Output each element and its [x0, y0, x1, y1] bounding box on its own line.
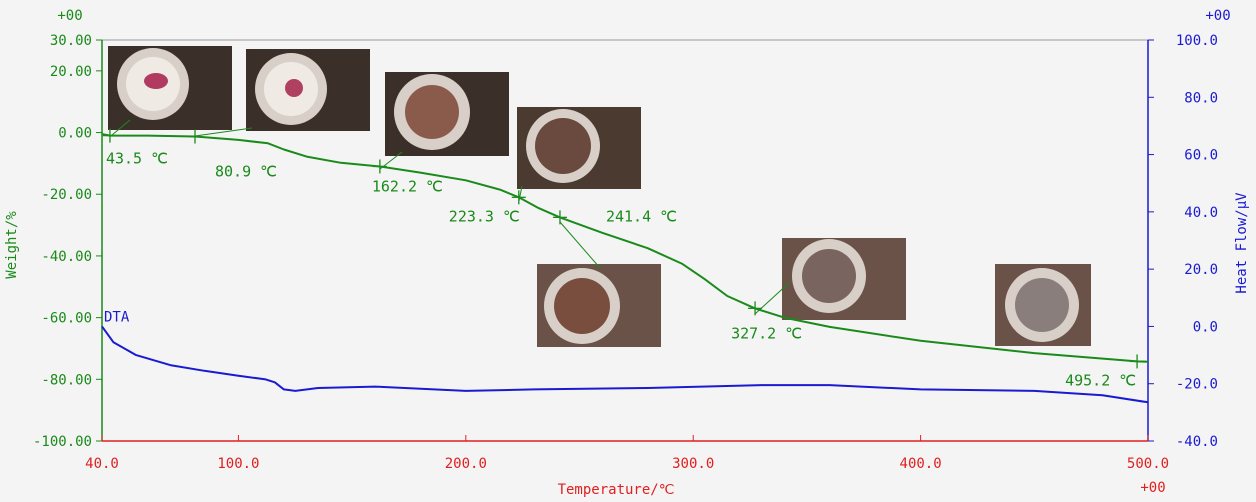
x-tick-label: 100.0: [217, 456, 259, 472]
x-tick-label: 200.0: [445, 456, 487, 472]
x-tick-label: 500.0: [1127, 456, 1169, 472]
right-exponent-label: +00: [1205, 8, 1230, 24]
annotation-label: 241.4 ℃: [606, 207, 677, 225]
y-left-tick-label: -100.00: [33, 434, 92, 450]
y-right-tick-label: 100.0: [1176, 33, 1218, 49]
y-left-tick-label: -80.00: [41, 372, 92, 388]
bottom-exponent-label: +00: [1140, 480, 1165, 496]
tg-series-line: [101, 133, 1149, 363]
y-right-axis-label: Heat Flow/μV: [1234, 192, 1250, 294]
x-axis-label: Temperature/℃: [558, 482, 675, 498]
annotation-label: 43.5 ℃: [106, 150, 168, 168]
y-right-tick-label: -40.0: [1176, 434, 1218, 450]
y-left-tick-label: 20.00: [50, 64, 92, 80]
leader-line: [194, 127, 253, 137]
y-left-tick-label: -60.00: [41, 311, 92, 327]
specimen-photo: [995, 264, 1091, 346]
annotation-label: 495.2 ℃: [1065, 371, 1136, 389]
annotation-label: 223.3 ℃: [449, 207, 520, 225]
x-tick-label: 40.0: [85, 456, 119, 472]
leader-line: [559, 221, 601, 269]
specimen-photo: [246, 49, 370, 131]
y-left-axis-label: Weight/%: [4, 211, 20, 279]
specimen-photo: [517, 107, 641, 189]
leader-line: [111, 119, 131, 136]
x-tick-label: 400.0: [900, 456, 942, 472]
annotation-label: 162.2 ℃: [372, 177, 443, 195]
y-left-tick-label: 30.00: [50, 33, 92, 49]
dta-series-line: [101, 325, 1149, 404]
y-right-tick-label: 60.0: [1184, 148, 1218, 164]
series-name-label: DTA: [104, 309, 130, 325]
annotation-label: 327.2 ℃: [731, 324, 802, 342]
specimen-photo: [537, 264, 661, 347]
y-left-tick-label: -40.00: [41, 249, 92, 265]
y-right-tick-label: 40.0: [1184, 205, 1218, 221]
y-right-tick-label: 0.0: [1193, 319, 1218, 335]
y-left-tick-label: 0.00: [58, 126, 92, 142]
y-right-tick-label: 80.0: [1184, 90, 1218, 106]
y-left-tick-label: -20.00: [41, 187, 92, 203]
specimen-photos: [108, 46, 1091, 347]
specimen-photo: [385, 72, 509, 156]
annotation-label: 80.9 ℃: [215, 163, 277, 181]
specimen-photo: [108, 46, 232, 130]
y-right-tick-label: 20.0: [1184, 262, 1218, 278]
axis-ticks: 40.0 100.0 200.0 300.0 400.0 500.0 30.00 20.00 0…: [33, 33, 1218, 472]
y-right-tick-label: -20.0: [1176, 377, 1218, 393]
specimen-photo: [782, 238, 906, 320]
x-tick-label: 300.0: [672, 456, 714, 472]
series-lines: DTA: [101, 133, 1149, 404]
left-exponent-label: +00: [57, 8, 82, 24]
annotation-markers: 43.5 ℃ 80.9 ℃ 162.2 ℃ 223.3 ℃ 241.4 ℃ 327.2 ℃…: [102, 128, 1145, 389]
